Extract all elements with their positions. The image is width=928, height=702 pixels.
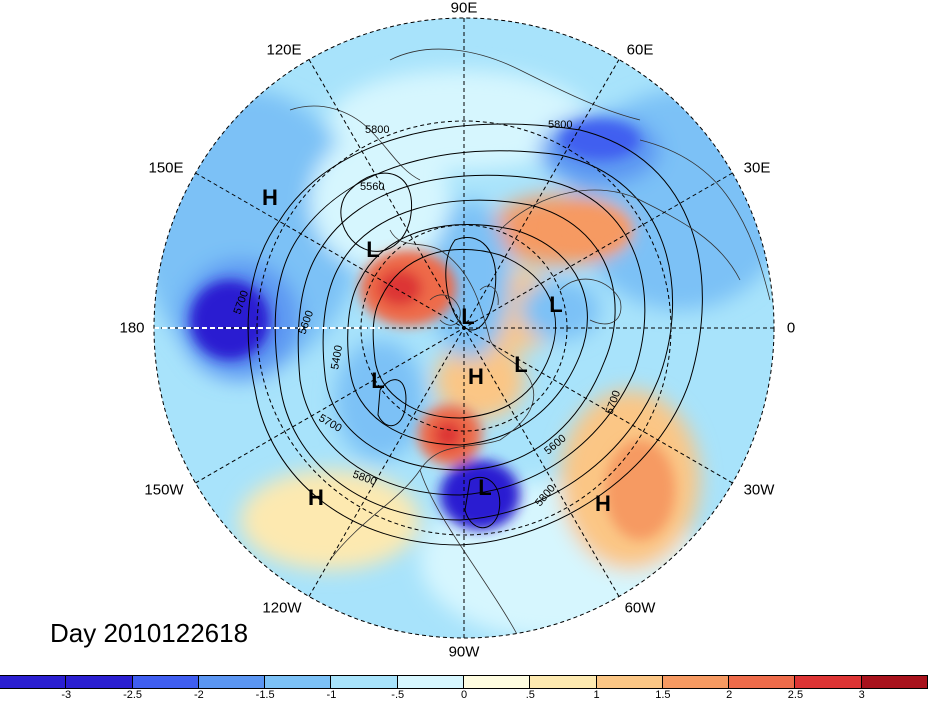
colorbar-segment xyxy=(131,675,199,689)
colorbar-segment xyxy=(462,675,531,689)
pressure-marker-low: L xyxy=(514,352,528,377)
lon-label-150e: 150E xyxy=(148,159,184,177)
lon-label-150w: 150W xyxy=(144,481,184,499)
colorbar-tick-label: 1.5 xyxy=(655,689,671,701)
pressure-marker-low: L xyxy=(366,237,380,262)
lon-label-60w: 60W xyxy=(624,599,656,617)
colorbar-segment xyxy=(595,675,663,689)
colorbar-tick-label: -1.5 xyxy=(255,689,275,701)
lon-label-30e: 30E xyxy=(743,159,771,177)
colorbar-segment xyxy=(661,675,730,689)
colorbar-tick-label: -3 xyxy=(61,689,72,701)
pressure-marker-low: L xyxy=(478,475,492,500)
colorbar-segment xyxy=(860,675,928,689)
colorbar-segment xyxy=(330,675,398,689)
pressure-marker-high: H xyxy=(262,185,278,210)
colorbar-tick-label: 2 xyxy=(726,689,733,701)
pressure-marker-low: L xyxy=(549,292,563,317)
lon-label-0: 0 xyxy=(786,319,796,337)
pressure-marker-high: H xyxy=(468,364,484,389)
colorbar-segment xyxy=(0,675,67,689)
lon-label-120w: 120W xyxy=(262,599,302,617)
colorbar-tick-label: 3 xyxy=(858,689,865,701)
lon-label-90w: 90W xyxy=(448,643,480,661)
map-boundary xyxy=(153,17,775,639)
pressure-marker-high: H xyxy=(308,485,324,510)
colorbar-tick-label: -2 xyxy=(193,689,204,701)
lon-label-180: 180 xyxy=(119,319,145,337)
colorbar-tick-label: -1 xyxy=(326,689,337,701)
colorbar-segment xyxy=(264,675,332,689)
colorbar-segment xyxy=(529,675,597,689)
pressure-marker-low: L xyxy=(461,304,475,329)
colorbar-segment xyxy=(197,675,266,689)
graticule xyxy=(154,18,774,638)
colorbar-segment xyxy=(65,675,133,689)
colorbar-segment xyxy=(728,675,796,689)
colorbar-segment xyxy=(794,675,862,689)
contour-label: 5800 xyxy=(548,119,572,131)
map-title: Day 2010122618 xyxy=(50,618,249,648)
colorbar-tick-label: 0 xyxy=(460,689,468,701)
pressure-marker-high: H xyxy=(595,491,611,516)
colorbar-tick-label: -2.5 xyxy=(123,689,143,701)
contour-label: 5560 xyxy=(360,181,384,193)
coastlines xyxy=(289,48,771,638)
colorbar-tick-label: 2.5 xyxy=(787,689,804,701)
colorbar-tick-label: -.5 xyxy=(391,689,405,701)
lon-label-60e: 60E xyxy=(626,41,654,59)
colorbar xyxy=(0,675,928,689)
pressure-marker-low: L xyxy=(371,368,385,393)
contour-label: 5800 xyxy=(365,124,389,136)
colorbar-tick-label: 1 xyxy=(593,689,600,701)
height-contours xyxy=(247,123,703,546)
lon-label-30w: 30W xyxy=(743,481,775,499)
colorbar-tick-label: .5 xyxy=(525,689,535,701)
contour-label: 5400 xyxy=(329,344,345,370)
lon-label-90e: 90E xyxy=(450,0,478,17)
colorbar-segment xyxy=(396,675,464,689)
lon-label-120e: 120E xyxy=(266,41,302,59)
